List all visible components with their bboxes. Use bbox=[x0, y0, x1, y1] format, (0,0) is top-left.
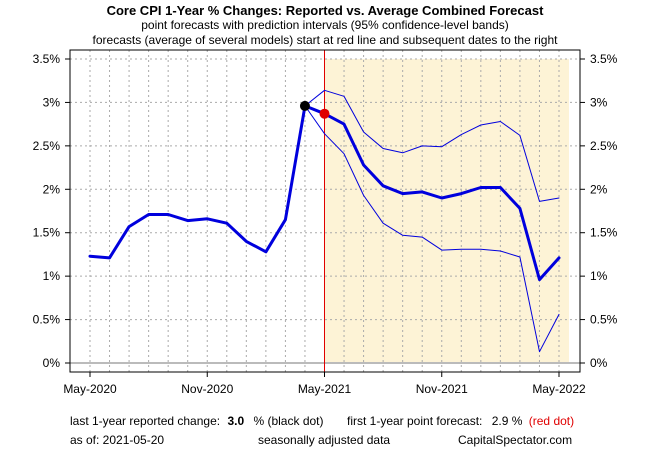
y-tick-label-right-3: 1.5% bbox=[590, 226, 618, 240]
y-tick-label-left-7: 3.5% bbox=[33, 52, 61, 66]
reported-change-suffix: % (black dot) bbox=[253, 414, 324, 428]
y-tick-label-left-4: 2% bbox=[43, 182, 61, 196]
reported-change-label: last 1-year reported change: bbox=[70, 414, 221, 428]
series-line-1 bbox=[304, 89, 560, 202]
y-tick-label-left-6: 3% bbox=[43, 95, 61, 109]
x-tick-label-2: May-2021 bbox=[298, 382, 352, 396]
y-tick-label-right-1: 0.5% bbox=[590, 313, 618, 327]
forecast-region bbox=[324, 59, 569, 363]
as-of-date: as of: 2021-05-20 bbox=[70, 433, 165, 447]
y-tick-label-right-0: 0% bbox=[590, 356, 608, 370]
x-tick-label-4: May-2022 bbox=[532, 382, 586, 396]
y-tick-label-right-2: 1% bbox=[590, 269, 608, 283]
adjustment-note: seasonally adjusted data bbox=[258, 433, 391, 447]
y-tick-label-left-1: 0.5% bbox=[33, 313, 61, 327]
x-tick-label-1: Nov-2020 bbox=[181, 382, 233, 396]
y-tick-label-right-5: 2.5% bbox=[590, 139, 618, 153]
series-line-2 bbox=[304, 105, 560, 353]
first-forecast-dot bbox=[319, 108, 330, 119]
chart-title: Core CPI 1-Year % Changes: Reported vs. … bbox=[106, 3, 544, 18]
x-tick-label-3: Nov-2021 bbox=[416, 382, 468, 396]
forecast-label: first 1-year point forecast: bbox=[347, 414, 483, 428]
y-tick-label-right-6: 3% bbox=[590, 95, 608, 109]
y-tick-label-left-3: 1.5% bbox=[33, 226, 61, 240]
chart-subtitle-2: forecasts (average of several models) st… bbox=[92, 33, 558, 47]
reported-change-value: 3.0 bbox=[227, 414, 245, 428]
last-reported-dot bbox=[299, 100, 310, 111]
y-tick-label-left-2: 1% bbox=[43, 269, 61, 283]
y-tick-label-right-7: 3.5% bbox=[590, 52, 618, 66]
forecast-note: first 1-year point forecast: 2.9 % (red … bbox=[347, 414, 574, 428]
chart-subtitle-1: point forecasts with prediction interval… bbox=[141, 18, 509, 32]
forecast-value: 2.9 % bbox=[491, 414, 523, 428]
forecast-suffix: (red dot) bbox=[528, 414, 575, 428]
source-credit: CapitalSpectator.com bbox=[458, 433, 573, 447]
x-tick-label-0: May-2020 bbox=[63, 382, 117, 396]
reported-change-note: last 1-year reported change: 3.0 % (blac… bbox=[70, 414, 324, 428]
y-tick-label-left-5: 2.5% bbox=[33, 139, 61, 153]
y-tick-label-left-0: 0% bbox=[43, 356, 61, 370]
y-tick-label-right-4: 2% bbox=[590, 182, 608, 196]
